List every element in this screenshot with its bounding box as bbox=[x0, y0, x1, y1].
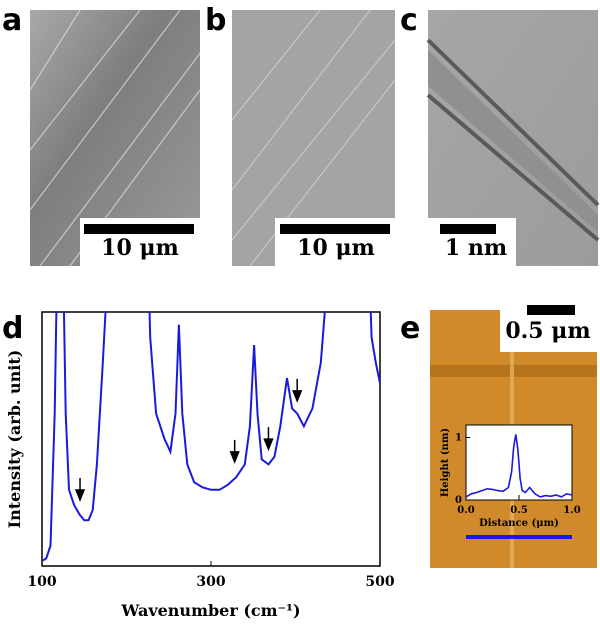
plot-frame bbox=[41, 311, 381, 567]
scale-bar-label: 10 μm bbox=[101, 235, 179, 261]
panel-c: 1 nm c bbox=[400, 3, 600, 266]
panel-a: 10 μm a bbox=[2, 3, 200, 266]
panel-label: a bbox=[2, 3, 22, 38]
panel-e: 0.5 μm e 0.0 0.5 1.0 0 1 Distance (μm) Height … bbox=[400, 305, 597, 568]
panel-d: d 100 300 500 Wavenumber (cm⁻¹) Intensity (a… bbox=[2, 311, 395, 620]
y-tick-label: 0 bbox=[455, 495, 462, 506]
x-axis-label: Distance (μm) bbox=[479, 518, 559, 529]
x-tick-label: 500 bbox=[365, 574, 394, 590]
y-axis-label: Height (nm) bbox=[440, 428, 451, 497]
panel-label: d bbox=[2, 311, 23, 346]
x-tick-label: 0.0 bbox=[457, 505, 474, 516]
arrow bbox=[229, 439, 240, 464]
y-axis-label: Intensity (arb. unit) bbox=[5, 350, 24, 529]
panel-label: c bbox=[400, 3, 418, 38]
scale-bar-label: 0.5 μm bbox=[505, 318, 590, 344]
x-tick-label: 300 bbox=[196, 574, 225, 590]
panel-b: 10 μm b bbox=[205, 3, 395, 266]
spectrum-line bbox=[465, 434, 573, 498]
panel-label: b bbox=[205, 3, 226, 38]
arrow bbox=[292, 378, 303, 403]
y-tick-label: 1 bbox=[455, 433, 462, 444]
panel-label: e bbox=[400, 311, 420, 346]
arrow bbox=[74, 477, 86, 502]
x-tick-label: 0.5 bbox=[510, 505, 527, 516]
x-tick-label: 1.0 bbox=[563, 505, 580, 516]
scale-bar-label: 10 μm bbox=[297, 235, 375, 261]
x-axis-label: Wavenumber (cm⁻¹) bbox=[120, 601, 300, 620]
x-tick-label: 100 bbox=[27, 574, 56, 590]
spectrum-line bbox=[42, 312, 380, 562]
arrow bbox=[263, 427, 274, 452]
scale-bar-label: 1 nm bbox=[445, 235, 507, 261]
